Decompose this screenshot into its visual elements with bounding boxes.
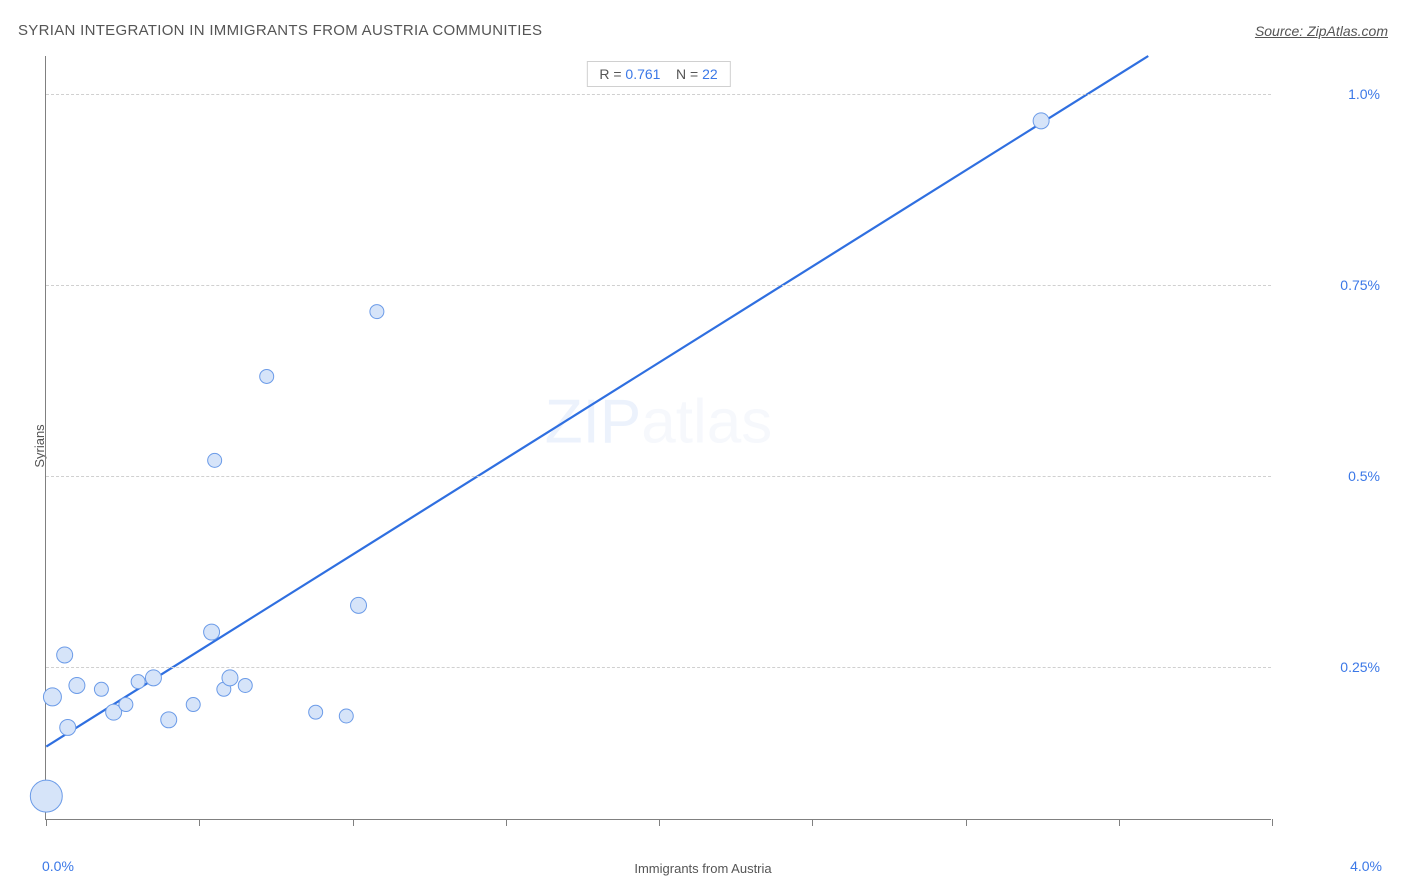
x-tick: [506, 819, 507, 826]
r-label: R =: [599, 66, 625, 82]
x-tick: [199, 819, 200, 826]
x-axis-label: Immigrants from Austria: [634, 861, 771, 876]
scatter-point: [131, 675, 145, 689]
x-tick: [966, 819, 967, 826]
y-tick-label: 1.0%: [1348, 86, 1380, 102]
scatter-point: [30, 780, 62, 812]
y-tick-label: 0.75%: [1340, 277, 1380, 293]
gridline-h: [46, 476, 1271, 477]
x-min-label: 0.0%: [42, 858, 74, 874]
scatter-point: [222, 670, 238, 686]
scatter-point: [339, 709, 353, 723]
gridline-h: [46, 94, 1271, 95]
scatter-point: [69, 677, 85, 693]
stats-box: R = 0.761 N = 22: [586, 61, 730, 87]
x-tick: [659, 819, 660, 826]
scatter-point: [161, 712, 177, 728]
x-max-label: 4.0%: [1350, 858, 1382, 874]
source-link[interactable]: Source: ZipAtlas.com: [1255, 23, 1388, 39]
x-tick: [812, 819, 813, 826]
plot-area: ZIPatlas R = 0.761 N = 22: [45, 56, 1271, 820]
scatter-point: [60, 719, 76, 735]
scatter-point: [351, 597, 367, 613]
scatter-point: [186, 698, 200, 712]
scatter-point: [1033, 113, 1049, 129]
y-tick-label: 0.25%: [1340, 659, 1380, 675]
x-tick: [1119, 819, 1120, 826]
gridline-h: [46, 285, 1271, 286]
gridline-h: [46, 667, 1271, 668]
scatter-point: [94, 682, 108, 696]
scatter-point: [238, 678, 252, 692]
scatter-point: [204, 624, 220, 640]
x-tick: [353, 819, 354, 826]
scatter-point: [119, 698, 133, 712]
y-tick-label: 0.5%: [1348, 468, 1380, 484]
scatter-point: [57, 647, 73, 663]
scatter-svg: [46, 56, 1271, 819]
r-value: 0.761: [625, 66, 660, 82]
n-value: 22: [702, 66, 718, 82]
scatter-point: [145, 670, 161, 686]
scatter-point: [208, 453, 222, 467]
x-tick: [1272, 819, 1273, 826]
chart-title: SYRIAN INTEGRATION IN IMMIGRANTS FROM AU…: [18, 22, 542, 39]
scatter-point: [260, 369, 274, 383]
scatter-point: [309, 705, 323, 719]
scatter-point: [370, 305, 384, 319]
scatter-point: [43, 688, 61, 706]
trend-line: [46, 56, 1148, 747]
n-label: N =: [676, 66, 702, 82]
x-tick: [46, 819, 47, 826]
